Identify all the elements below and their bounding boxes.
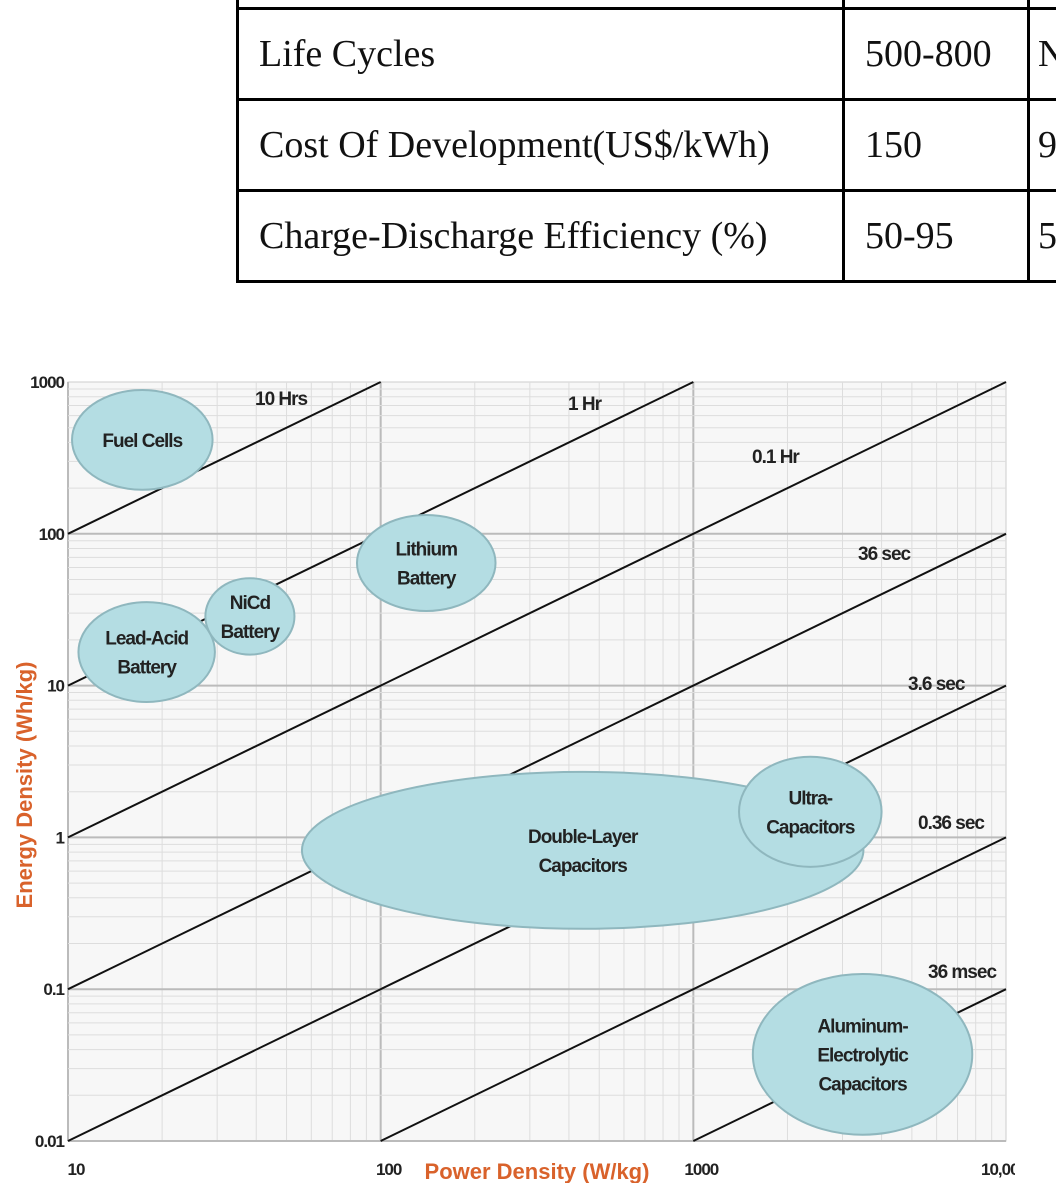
cell-value: 9 — [1027, 98, 1056, 192]
x-tick-label: 100 — [376, 1160, 402, 1179]
region-ellipse — [738, 755, 883, 868]
region-label: Battery — [221, 622, 281, 643]
region-label: Electrolytic — [817, 1045, 909, 1066]
region-label: Ultra- — [788, 788, 832, 809]
region-label: Fuel Cells — [102, 431, 182, 452]
row-label: Charge-Discharge Efficiency (%) — [236, 189, 845, 283]
region-label: Lead-Acid — [105, 629, 188, 650]
region-label: Capacitors — [818, 1074, 907, 1095]
table-row: Charge-Discharge Efficiency (%) 50-95 5 — [236, 189, 1056, 283]
y-tick-label: 10 — [47, 677, 64, 696]
table-row: Cost Of Development(US$/kWh) 150 9 — [236, 98, 1056, 192]
region-label: Double-Layer — [528, 827, 639, 848]
region-label: Aluminum- — [817, 1016, 908, 1037]
y-tick-label: 0.1 — [43, 980, 64, 999]
x-axis-label: Power Density (W/kg) — [425, 1159, 650, 1183]
row-label — [236, 0, 845, 10]
region-ellipse — [355, 513, 497, 613]
region-label: Battery — [397, 569, 457, 590]
cell-value — [842, 0, 1030, 10]
time-line — [67, 381, 382, 535]
y-axis-label: Energy Density (Wh/kg) — [12, 662, 37, 909]
y-tick-label: 0.01 — [35, 1132, 65, 1151]
time-line-label: 3.6 sec — [908, 674, 966, 695]
time-line-label: 1 Hr — [568, 394, 603, 415]
cell-value: 5 — [1027, 189, 1056, 283]
region-label: NiCd — [230, 593, 271, 614]
region-ellipse — [77, 601, 216, 703]
time-line-label: 0.36 sec — [918, 813, 985, 834]
region-label: Capacitors — [766, 817, 855, 838]
table-row — [236, 0, 1056, 10]
time-line-label: 36 msec — [928, 962, 997, 983]
cell-value: 500-800 — [842, 7, 1030, 101]
ragone-chart: 10 Hrs 1 Hr 0.1 Hr 36 sec 3.6 sec 0.36 sec 36 … — [12, 373, 1015, 1183]
region-ellipse — [751, 972, 974, 1136]
x-tick-label: 1000 — [684, 1160, 718, 1179]
row-label: Life Cycles — [236, 7, 845, 101]
x-tick-label: 10,000 — [981, 1160, 1015, 1179]
region-label: Capacitors — [539, 856, 628, 877]
time-line — [380, 836, 1007, 1142]
region-ellipse — [204, 577, 296, 656]
y-tick-label: 100 — [39, 525, 65, 544]
time-line — [67, 532, 1007, 991]
cell-value: 150 — [842, 98, 1030, 192]
cell-value: 50-95 — [842, 189, 1030, 283]
y-tick-label: 1000 — [30, 373, 64, 392]
time-line — [67, 381, 1007, 839]
x-tick-label: 10 — [68, 1160, 85, 1179]
region-ellipse — [300, 770, 865, 930]
row-label: Cost Of Development(US$/kWh) — [236, 98, 845, 192]
region-label: Battery — [117, 658, 177, 679]
y-tick-label: 1 — [56, 828, 65, 847]
time-line-label: 0.1 Hr — [752, 447, 800, 468]
time-line-label: 36 sec — [858, 544, 912, 565]
cell-value — [1027, 0, 1056, 10]
region-label: Lithium — [395, 540, 457, 561]
time-line-label: 10 Hrs — [255, 389, 308, 410]
cell-value: N — [1027, 7, 1056, 101]
region-ellipse — [71, 388, 214, 491]
